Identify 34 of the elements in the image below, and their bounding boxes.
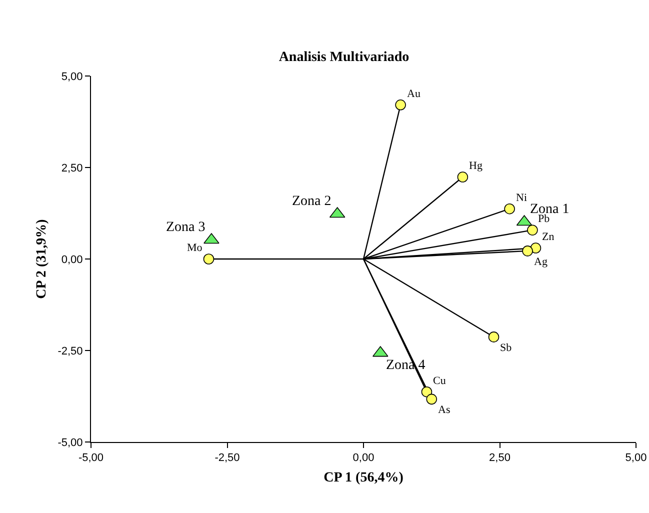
y-tick-label: 5,00 <box>61 70 83 83</box>
annotation: Ag <box>534 256 548 268</box>
point <box>203 254 214 264</box>
point <box>504 203 515 214</box>
annotation: Hg <box>469 160 483 172</box>
x-axis-title: CP 1 (56,4%) <box>324 470 404 486</box>
y-tick-label: -5,00 <box>58 436 83 449</box>
point <box>527 224 538 236</box>
annotation: Zona 4 <box>386 358 426 373</box>
x-tick-label: -2,50 <box>214 452 240 464</box>
annotation: Au <box>407 88 421 100</box>
y-tick-label: 2,50 <box>61 162 83 174</box>
x-tick-label: 2,50 <box>489 452 510 464</box>
annotation: Mo <box>187 242 203 254</box>
point <box>457 172 468 182</box>
point <box>395 100 406 110</box>
chart-title: Analisis Multivariado <box>278 50 410 66</box>
y-axis-title: CP 2 (31,9%) <box>34 218 50 299</box>
y-tick-label: -2,50 <box>58 345 83 358</box>
point <box>426 394 438 405</box>
x-tick-label: 5,00 <box>625 452 647 464</box>
point <box>421 386 432 398</box>
point <box>488 332 500 342</box>
annotation: Sb <box>500 342 512 354</box>
annotation: Zona 2 <box>292 194 332 209</box>
y-tick-label: 0,00 <box>61 254 83 266</box>
annotation: Ni <box>516 192 527 204</box>
annotation: As <box>438 404 450 416</box>
annotation: Zona 3 <box>166 220 206 235</box>
point <box>522 246 533 256</box>
x-tick-label: 0,00 <box>352 452 374 464</box>
x-tick-label: -5,00 <box>78 452 104 464</box>
annotation: Cu <box>433 375 446 387</box>
annotation: Zn <box>542 231 555 243</box>
